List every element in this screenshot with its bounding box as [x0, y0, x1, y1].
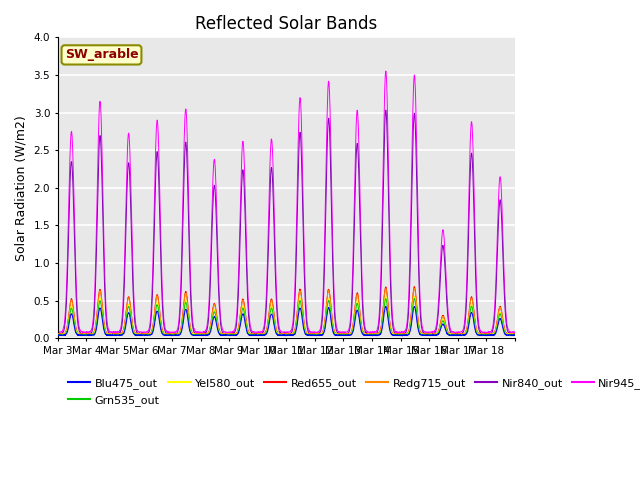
Redg715_out: [505, 331, 513, 336]
Yel580_out: [314, 332, 321, 337]
Grn535_out: [198, 332, 206, 338]
Blu475_out: [505, 332, 513, 337]
Red655_out: [313, 331, 321, 336]
Line: Nir840_out: Nir840_out: [58, 110, 515, 335]
Nir840_out: [424, 331, 431, 336]
Nir840_out: [341, 332, 349, 337]
Yel580_out: [100, 320, 108, 325]
Yel580_out: [198, 332, 206, 338]
Grn535_out: [449, 332, 457, 338]
Nir840_out: [505, 330, 513, 336]
Grn535_out: [509, 333, 517, 338]
Nir840_out: [54, 331, 61, 336]
Yel580_out: [505, 331, 513, 337]
Nir945_out: [449, 329, 457, 335]
Red655_out: [54, 331, 61, 336]
Line: Grn535_out: Grn535_out: [58, 299, 515, 336]
Line: Nir945_out: Nir945_out: [58, 71, 515, 333]
Blu475_out: [449, 332, 457, 338]
Red655_out: [100, 315, 108, 321]
Red655_out: [449, 331, 457, 337]
Red655_out: [410, 284, 418, 289]
Nir840_out: [100, 243, 108, 249]
Nir945_out: [454, 330, 462, 336]
Line: Yel580_out: Yel580_out: [58, 296, 515, 335]
Redg715_out: [410, 286, 418, 291]
Text: SW_arable: SW_arable: [65, 48, 138, 61]
Blu475_out: [100, 325, 108, 331]
Grn535_out: [511, 332, 518, 338]
Blu475_out: [399, 333, 406, 339]
Yel580_out: [449, 332, 457, 337]
Line: Redg715_out: Redg715_out: [58, 288, 515, 335]
Redg715_out: [425, 332, 433, 337]
Redg715_out: [100, 316, 108, 322]
Redg715_out: [449, 331, 457, 337]
Yel580_out: [511, 332, 518, 337]
Yel580_out: [311, 332, 319, 338]
Grn535_out: [410, 296, 418, 301]
Grn535_out: [100, 322, 108, 328]
Nir945_out: [100, 219, 108, 225]
Nir945_out: [54, 329, 61, 335]
Grn535_out: [505, 332, 513, 338]
Yel580_out: [382, 293, 390, 299]
Nir840_out: [449, 331, 457, 336]
Legend: Blu475_out, Grn535_out, Yel580_out, Red655_out, Redg715_out, Nir840_out, Nir945_: Blu475_out, Grn535_out, Yel580_out, Red6…: [63, 374, 640, 410]
Line: Blu475_out: Blu475_out: [58, 306, 515, 336]
Blu475_out: [313, 333, 321, 338]
Red655_out: [198, 331, 206, 337]
Blu475_out: [382, 303, 390, 309]
Nir840_out: [313, 331, 321, 336]
Line: Red655_out: Red655_out: [58, 287, 515, 335]
Redg715_out: [198, 331, 206, 337]
Nir840_out: [382, 107, 390, 113]
Grn535_out: [54, 332, 61, 338]
Blu475_out: [54, 333, 61, 338]
Redg715_out: [54, 331, 61, 337]
Nir945_out: [505, 328, 513, 334]
Redg715_out: [511, 332, 518, 337]
Nir840_out: [511, 331, 518, 336]
Y-axis label: Solar Radiation (W/m2): Solar Radiation (W/m2): [15, 115, 28, 261]
Blu475_out: [511, 332, 518, 338]
Nir945_out: [198, 329, 206, 335]
Nir840_out: [198, 331, 206, 336]
Blu475_out: [424, 332, 431, 337]
Redg715_out: [424, 332, 431, 337]
Yel580_out: [424, 332, 431, 337]
Red655_out: [511, 331, 518, 337]
Grn535_out: [313, 332, 321, 338]
Yel580_out: [54, 332, 61, 337]
Grn535_out: [424, 332, 431, 338]
Red655_out: [391, 332, 399, 337]
Nir945_out: [382, 68, 390, 74]
Red655_out: [505, 332, 513, 337]
Nir945_out: [424, 329, 431, 335]
Blu475_out: [198, 333, 206, 338]
Red655_out: [424, 331, 431, 337]
Title: Reflected Solar Bands: Reflected Solar Bands: [195, 15, 378, 33]
Nir945_out: [511, 329, 518, 335]
Nir945_out: [313, 329, 321, 335]
Redg715_out: [313, 331, 321, 337]
